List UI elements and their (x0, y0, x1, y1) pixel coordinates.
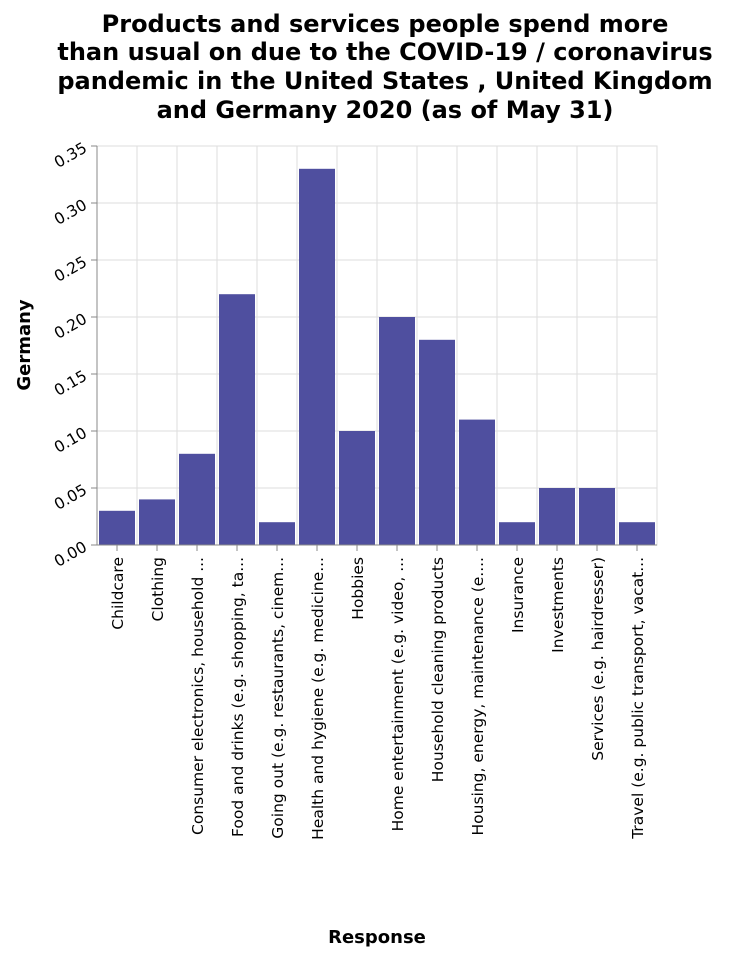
bar-12 (579, 488, 615, 545)
x-tick-label: Services (e.g. hairdresser) (589, 557, 607, 761)
bar-5 (299, 168, 335, 546)
bar-13 (619, 522, 655, 545)
bar-7 (379, 317, 415, 545)
bar-11 (539, 488, 575, 545)
chart-title-line-3: pandemic in the United States , United K… (57, 67, 712, 95)
bar-3 (219, 294, 255, 545)
x-tick-labels: Childcare Clothing Consumer electronics, h… (109, 557, 647, 840)
x-tick-label: Childcare (109, 557, 127, 630)
x-tick-label: Travel (e.g. public transport, vacat... (629, 557, 647, 840)
chart-title-line-2: than usual on due to the COVID-19 / coro… (57, 38, 712, 66)
bar-8 (419, 339, 455, 545)
x-tick-label: Health and hygiene (e.g. medicine... (309, 557, 327, 840)
bar-10 (499, 522, 535, 545)
y-axis-title: Germany (14, 299, 35, 391)
x-tick-label: Going out (e.g. restaurants, cinem... (269, 557, 287, 839)
bar-2 (179, 453, 215, 545)
bar-6 (339, 431, 375, 545)
bar-1 (139, 499, 175, 545)
x-tick-label: Home entertainment (e.g. video, ... (389, 557, 407, 831)
x-tick-label: Investments (549, 557, 567, 653)
x-axis-title: Response (328, 927, 426, 948)
x-tick-label: Hobbies (349, 557, 367, 620)
x-tick-label: Food and drinks (e.g. shopping, ta... (229, 557, 247, 837)
bar-0 (99, 510, 135, 545)
x-tick-label: Insurance (509, 557, 527, 633)
chart-title-line-4: and Germany 2020 (as of May 31) (157, 96, 614, 124)
x-tick-label: Consumer electronics, household ... (189, 557, 207, 835)
bar-9 (459, 419, 495, 545)
chart-title: Products and services people spend more … (57, 10, 712, 124)
x-tick-label: Housing, energy, maintenance (e.... (469, 557, 487, 836)
axes (91, 145, 657, 551)
bars (99, 168, 655, 546)
bar-4 (259, 522, 295, 545)
x-tick-label: Clothing (149, 557, 167, 621)
chart-title-line-1: Products and services people spend more (102, 10, 669, 38)
x-tick-label: Household cleaning products (429, 557, 447, 782)
